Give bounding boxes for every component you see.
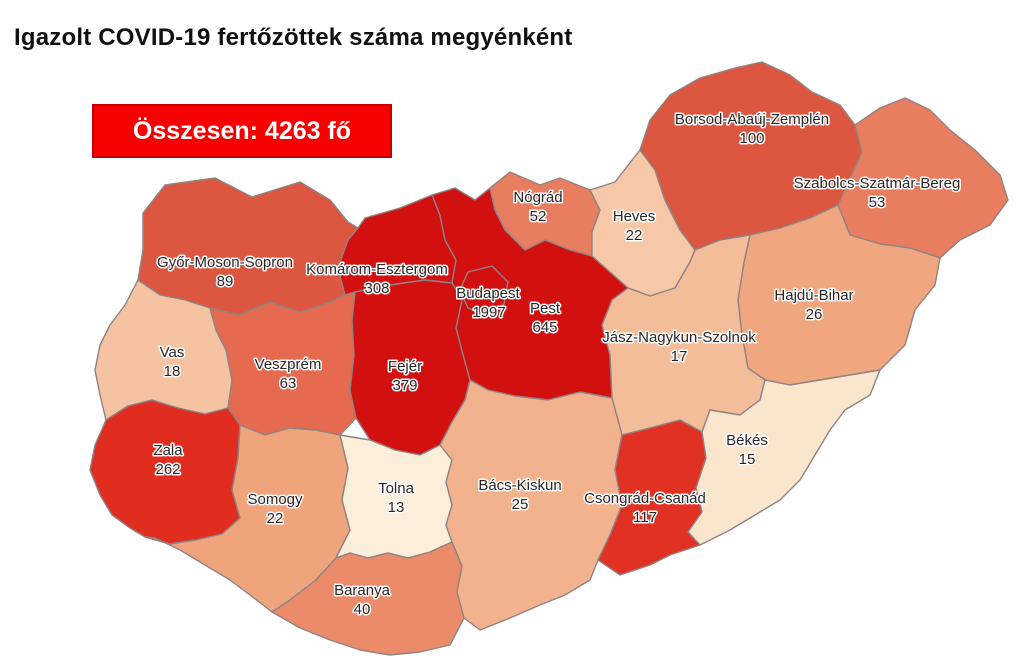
county-label: Borsod-Abaúj-Zemplén	[675, 111, 829, 128]
county-label: Zala	[153, 442, 183, 459]
county-label: Csongrád-Csanád	[584, 490, 706, 507]
county-label: Baranya	[334, 582, 391, 599]
county-value: 17	[671, 348, 688, 365]
county-value: 22	[626, 227, 643, 244]
total-badge-label: Összesen: 4263 fő	[132, 116, 352, 145]
county-shape-gyor-moson-sopron	[137, 177, 359, 316]
county-label: Pest	[530, 300, 561, 317]
county-label: Szabolcs-Szatmár-Bereg	[794, 175, 961, 192]
county-label: Hajdú-Bihar	[774, 287, 853, 304]
county-label: Budapest	[456, 285, 520, 302]
county-value: 22	[267, 510, 284, 527]
county-shape-budapest	[459, 265, 509, 317]
county-label: Komárom-Esztergom	[306, 261, 448, 278]
county-label: Fejér	[388, 358, 422, 375]
county-shape-szabolcs-szatmar-bereg	[837, 97, 1009, 259]
county-value: 117	[633, 509, 657, 526]
county-value: 13	[388, 499, 405, 516]
county-label: Vas	[160, 344, 185, 361]
county-label: Nógrád	[513, 189, 562, 206]
county-label: Somogy	[247, 491, 303, 508]
county-value: 645	[532, 319, 557, 336]
total-badge: Összesen: 4263 fő	[92, 104, 392, 158]
county-shape-bacs-kiskun	[439, 379, 623, 631]
county-value: 1997	[472, 304, 505, 321]
county-shape-bekes	[687, 369, 881, 546]
county-value: 25	[512, 496, 529, 513]
county-shape-baranya	[271, 541, 465, 656]
county-value: 308	[364, 280, 389, 297]
county-value: 52	[530, 208, 547, 225]
county-value: 379	[392, 377, 417, 394]
county-label: Jász-Nagykun-Szolnok	[602, 329, 756, 346]
county-value: 100	[739, 130, 764, 147]
county-label: Békés	[726, 432, 768, 449]
county-label: Heves	[613, 208, 656, 225]
county-label: Győr-Moson-Sopron	[157, 254, 293, 271]
county-value: 15	[739, 451, 756, 468]
county-value: 26	[806, 306, 823, 323]
county-value: 53	[869, 194, 886, 211]
page-title: Igazolt COVID-19 fertőzöttek száma megyé…	[14, 24, 573, 51]
county-label: Tolna	[378, 480, 415, 497]
county-value: 18	[164, 363, 181, 380]
county-value: 89	[217, 273, 234, 290]
county-value: 63	[280, 375, 297, 392]
county-label: Bács-Kiskun	[478, 477, 561, 494]
county-label: Veszprém	[255, 356, 322, 373]
county-value: 40	[354, 601, 371, 618]
county-value: 262	[155, 461, 180, 478]
